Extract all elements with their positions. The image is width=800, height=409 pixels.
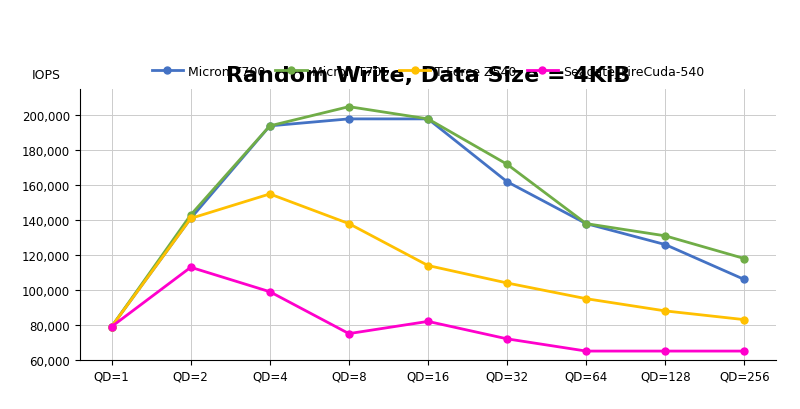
Micron T705 — [582, 222, 591, 227]
Micron T700 — [265, 124, 274, 129]
Seagate_FireCuda-540 — [186, 265, 195, 270]
Micron T705 — [344, 105, 354, 110]
Seagate_FireCuda-540 — [423, 319, 433, 324]
T-Force Z540 — [739, 317, 749, 322]
Seagate_FireCuda-540 — [107, 324, 117, 329]
T-Force Z540 — [661, 309, 670, 314]
Micron T700 — [186, 216, 195, 221]
Micron T705 — [502, 162, 512, 167]
Legend: Micron T700, Micron T705, T-Force Z540, Seagate_FireCuda-540: Micron T700, Micron T705, T-Force Z540, … — [152, 65, 704, 79]
Seagate_FireCuda-540 — [502, 337, 512, 342]
T-Force Z540 — [582, 297, 591, 301]
Micron T705 — [661, 234, 670, 239]
Micron T705 — [423, 117, 433, 122]
Line: Seagate_FireCuda-540: Seagate_FireCuda-540 — [108, 264, 748, 355]
Micron T705 — [739, 256, 749, 261]
T-Force Z540 — [186, 216, 195, 221]
Micron T700 — [739, 277, 749, 282]
T-Force Z540 — [107, 324, 117, 329]
Text: IOPS: IOPS — [31, 68, 60, 81]
Micron T705 — [107, 324, 117, 329]
Seagate_FireCuda-540 — [582, 349, 591, 354]
Line: Micron T700: Micron T700 — [108, 116, 748, 330]
T-Force Z540 — [344, 222, 354, 227]
T-Force Z540 — [502, 281, 512, 286]
Line: T-Force Z540: T-Force Z540 — [108, 191, 748, 330]
Micron T700 — [661, 243, 670, 247]
Seagate_FireCuda-540 — [661, 349, 670, 354]
Micron T700 — [582, 222, 591, 227]
Seagate_FireCuda-540 — [265, 290, 274, 294]
T-Force Z540 — [265, 192, 274, 197]
T-Force Z540 — [423, 263, 433, 268]
Seagate_FireCuda-540 — [739, 349, 749, 354]
Line: Micron T705: Micron T705 — [108, 104, 748, 330]
Micron T700 — [107, 324, 117, 329]
Micron T705 — [265, 124, 274, 129]
Micron T700 — [423, 117, 433, 122]
Title: Random Write, Data Size = 4KiB: Random Write, Data Size = 4KiB — [226, 66, 630, 85]
Seagate_FireCuda-540 — [344, 331, 354, 336]
Micron T700 — [344, 117, 354, 122]
Micron T700 — [502, 180, 512, 185]
Micron T705 — [186, 213, 195, 218]
